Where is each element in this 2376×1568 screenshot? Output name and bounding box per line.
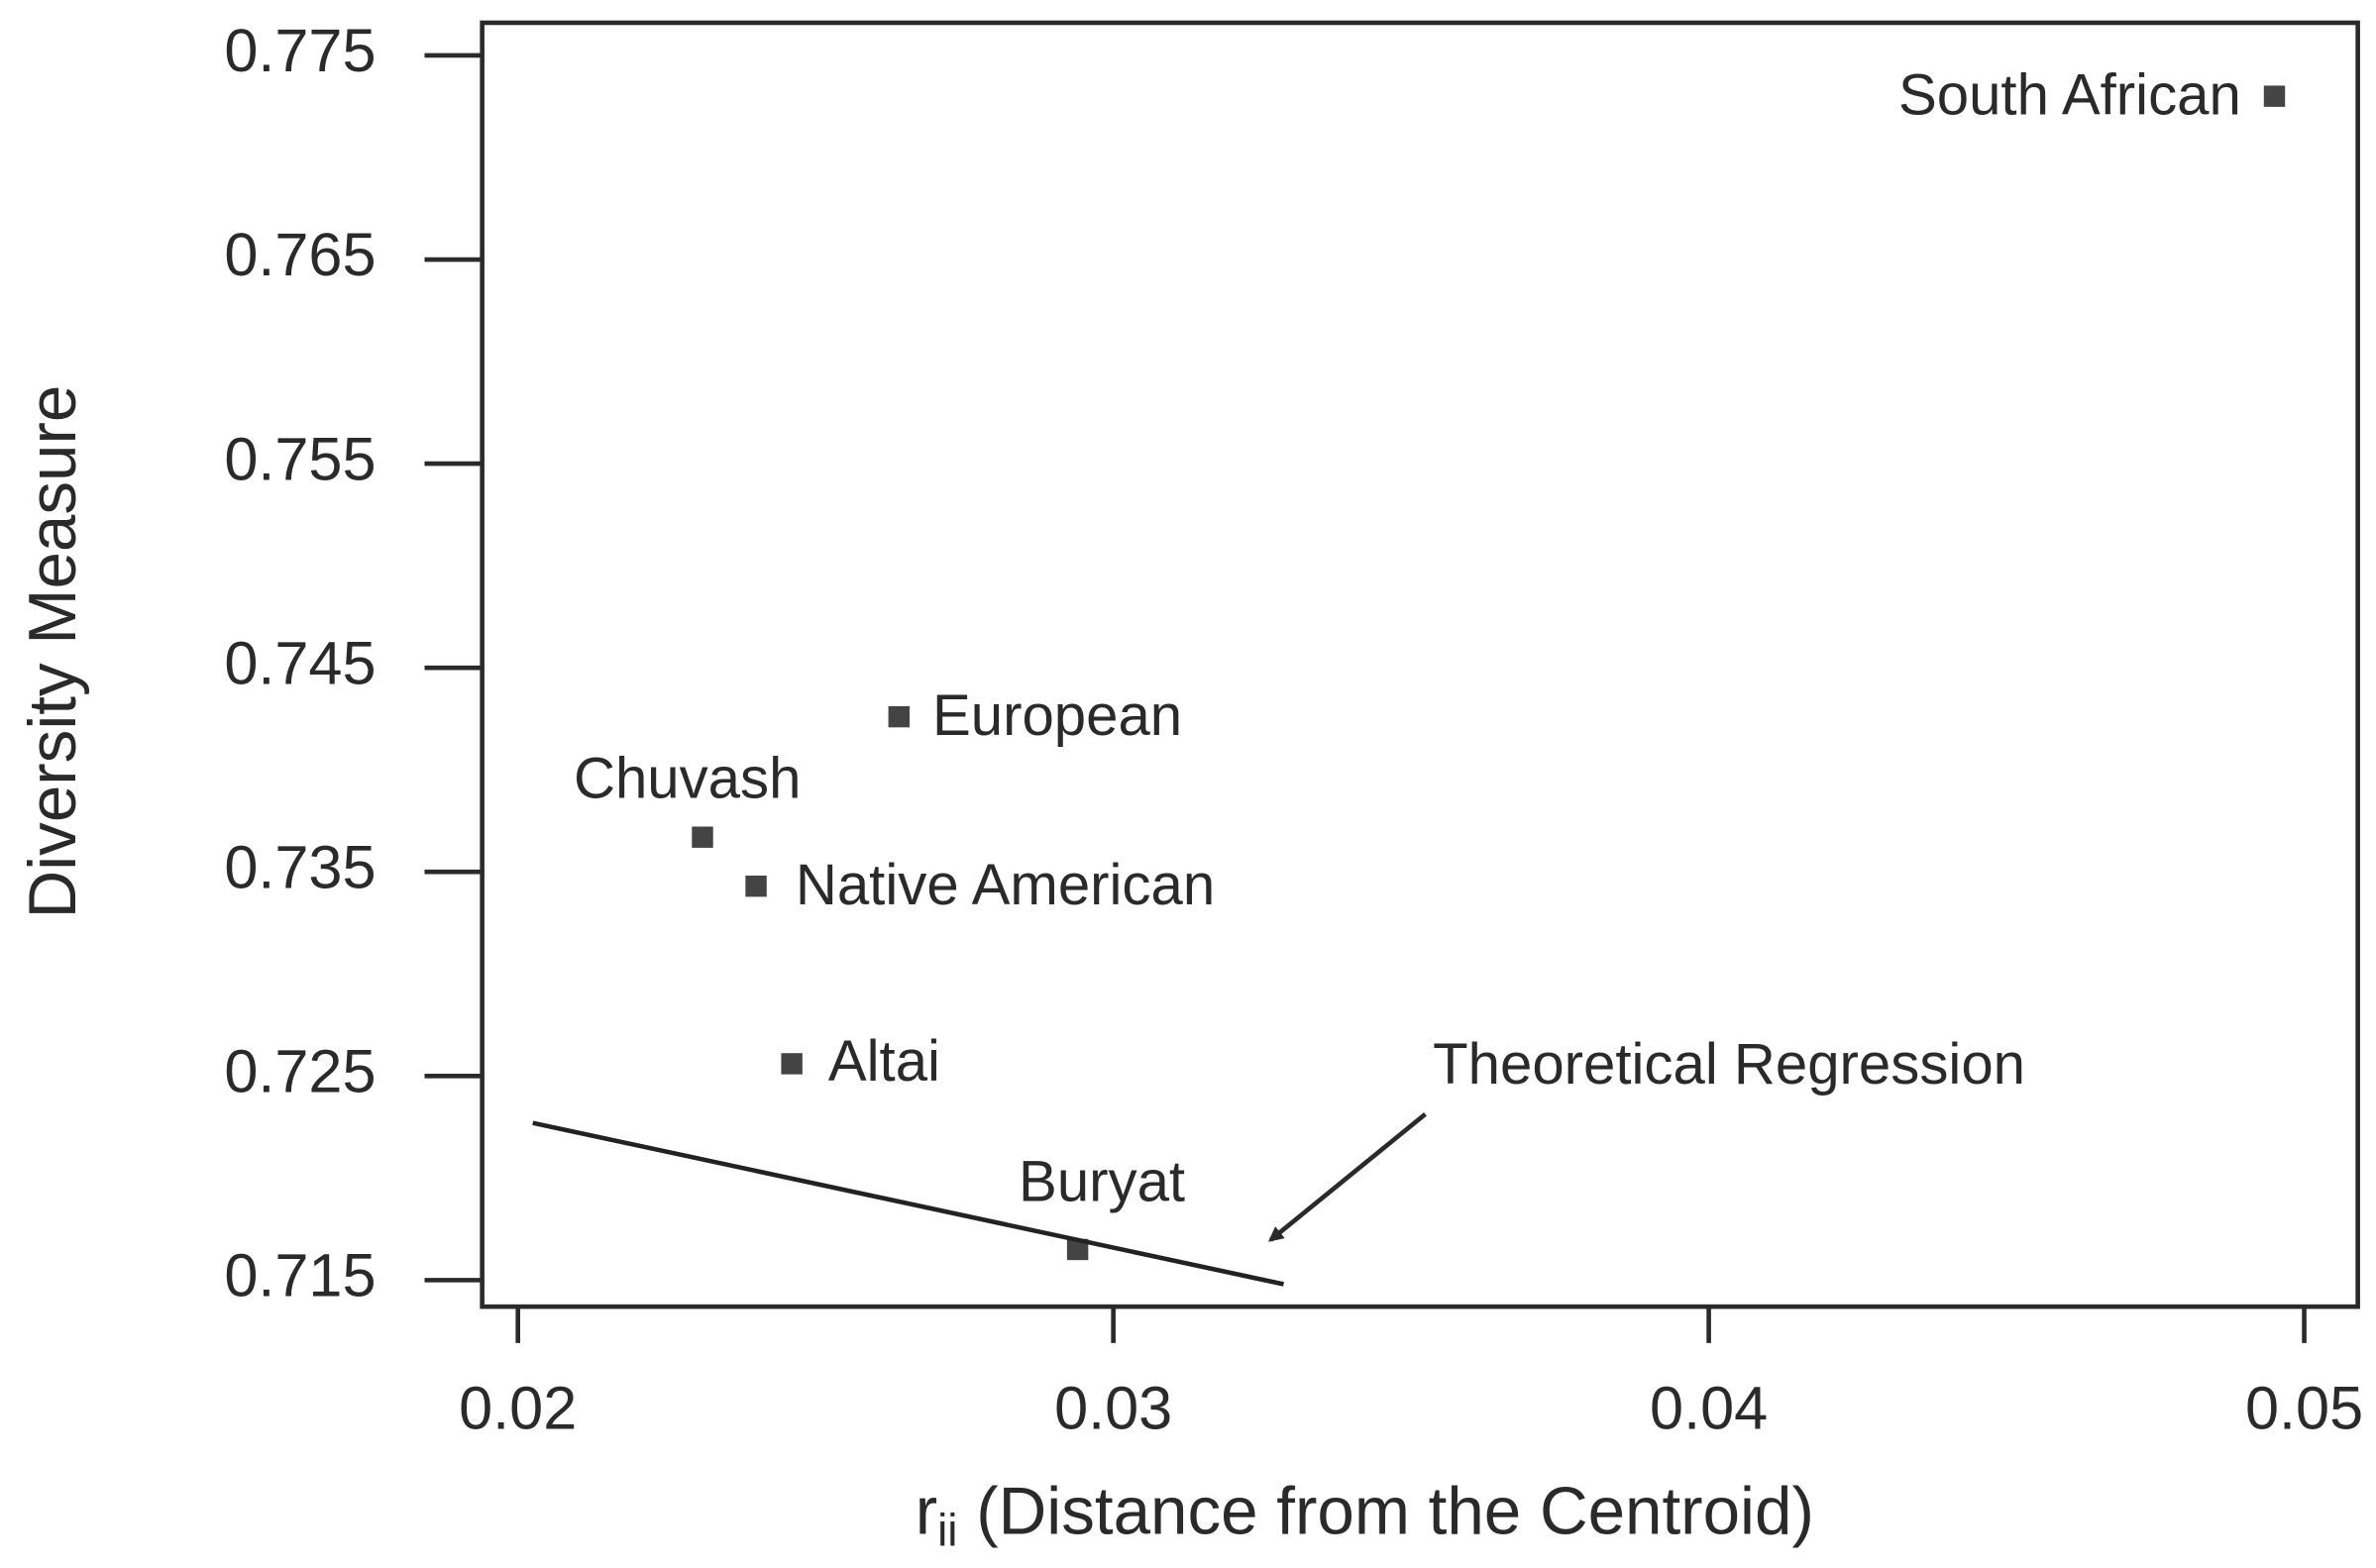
point bbox=[745, 875, 767, 897]
point-label: Chuvash bbox=[574, 746, 801, 810]
y-tick-label: 0.765 bbox=[224, 221, 376, 288]
y-tick-label: 0.735 bbox=[224, 833, 376, 900]
point-label: European bbox=[932, 683, 1182, 748]
point bbox=[2263, 85, 2286, 107]
y-tick-label: 0.745 bbox=[224, 629, 376, 696]
point-label: Native American bbox=[796, 853, 1215, 917]
x-axis-title: rii (Distance from the Centroid) bbox=[916, 1474, 1814, 1556]
plot-frame bbox=[480, 20, 2360, 1309]
x-tick-label: 0.05 bbox=[2245, 1374, 2363, 1441]
y-tick-label: 0.715 bbox=[224, 1242, 376, 1309]
annotation-arrow bbox=[1268, 1112, 1427, 1242]
x-tick-label: 0.04 bbox=[1650, 1374, 1768, 1441]
y-tick-label: 0.775 bbox=[224, 17, 376, 84]
y-axis-title: Diversity Measure bbox=[16, 385, 90, 919]
x-axis-symbol: r bbox=[916, 1474, 937, 1548]
x-tick-label: 0.03 bbox=[1054, 1374, 1172, 1441]
y-tick-label: 0.755 bbox=[224, 425, 376, 492]
annotation: Theoretical Regression bbox=[1433, 1032, 2025, 1097]
x-axis-text: (Distance from the Centroid) bbox=[958, 1474, 1814, 1548]
point bbox=[888, 705, 911, 728]
point-label: South African bbox=[1898, 63, 2241, 128]
x-tick-label: 0.02 bbox=[459, 1374, 577, 1441]
point-label: Altai bbox=[828, 1029, 940, 1094]
point-label: Buryat bbox=[1019, 1150, 1185, 1214]
regression-line bbox=[532, 1120, 1285, 1287]
point bbox=[781, 1053, 803, 1075]
y-tick-label: 0.725 bbox=[224, 1037, 376, 1104]
point bbox=[692, 826, 713, 848]
point bbox=[1066, 1238, 1089, 1261]
x-axis-subscript: ii bbox=[937, 1505, 957, 1556]
